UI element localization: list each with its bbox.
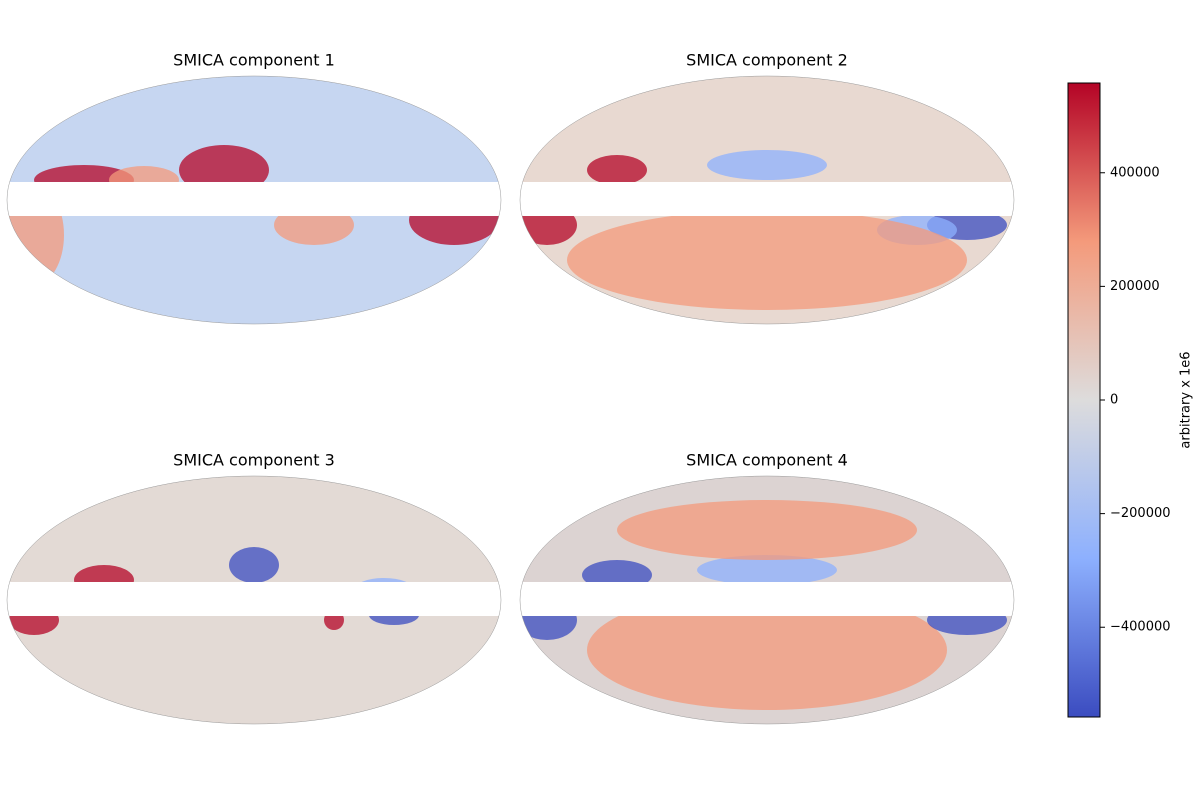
map-outline (519, 75, 1015, 325)
maps: SMICA component 1 SMICA component 2 SMICA … (6, 51, 1015, 725)
map-feature (587, 590, 947, 710)
mask-band (7, 182, 501, 216)
colorbar-label: arbitrary x 1e6 (1179, 351, 1194, 448)
tick-label: 400000 (1110, 165, 1160, 180)
map-panel (520, 476, 1014, 724)
panel-title: SMICA component 3 (173, 451, 335, 470)
mask-band (7, 582, 501, 616)
panel-title: SMICA component 4 (686, 451, 848, 470)
map-outline (6, 75, 502, 325)
map-feature (697, 555, 837, 585)
map-feature (567, 210, 967, 310)
panel-title: SMICA component 1 (173, 51, 335, 70)
map-outline (519, 475, 1015, 725)
tick-label: −200000 (1110, 506, 1171, 521)
map-panel (7, 476, 501, 724)
map-feature (707, 150, 827, 180)
map-feature (617, 500, 917, 560)
map-panel (520, 76, 1014, 324)
panel-title: SMICA component 2 (686, 51, 848, 70)
map-outline (6, 475, 502, 725)
tick-label: −400000 (1110, 620, 1171, 635)
map-feature (229, 547, 279, 583)
mask-band (520, 182, 1014, 216)
colorbar (1067, 82, 1101, 718)
mask-band (520, 582, 1014, 616)
map-feature (587, 155, 647, 185)
map-panel (7, 76, 501, 324)
tick-label: 0 (1110, 393, 1118, 408)
tick-label: 200000 (1110, 279, 1160, 294)
